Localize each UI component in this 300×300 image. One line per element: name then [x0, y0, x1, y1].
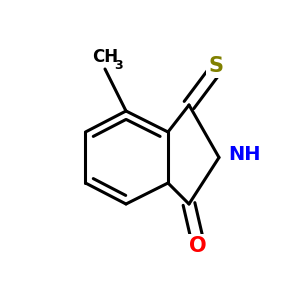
Text: 3: 3 [114, 59, 123, 72]
Text: CH: CH [92, 48, 118, 66]
Text: O: O [189, 236, 207, 256]
Text: S: S [208, 56, 224, 76]
Text: NH: NH [228, 145, 260, 164]
